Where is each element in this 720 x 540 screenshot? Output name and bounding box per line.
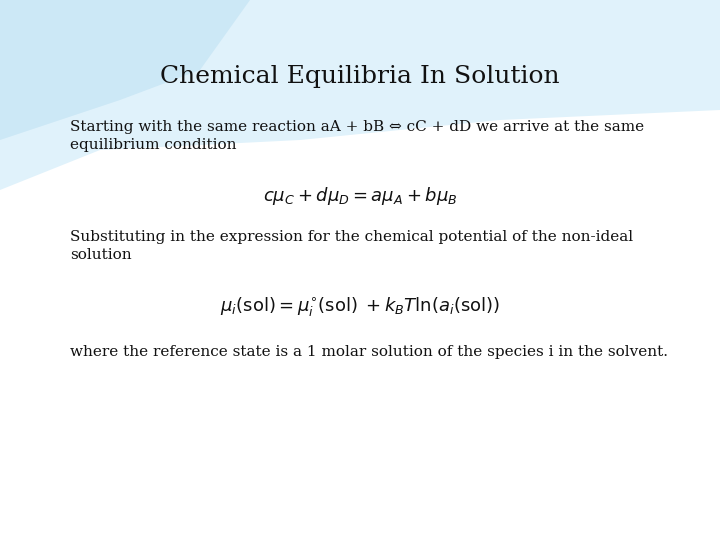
Polygon shape xyxy=(0,0,720,190)
Text: $\mu_i(\mathrm{sol}) = \mu_i^{\circ}(\mathrm{sol})\; + k_B T\ln(a_i(\mathrm{sol}: $\mu_i(\mathrm{sol}) = \mu_i^{\circ}(\ma… xyxy=(220,295,500,318)
Text: solution: solution xyxy=(70,248,132,262)
Text: $c\mu_C + d\mu_D = a\mu_A + b\mu_B$: $c\mu_C + d\mu_D = a\mu_A + b\mu_B$ xyxy=(263,185,457,207)
Text: Chemical Equilibria In Solution: Chemical Equilibria In Solution xyxy=(160,65,560,88)
Text: Substituting in the expression for the chemical potential of the non-ideal: Substituting in the expression for the c… xyxy=(70,230,633,244)
Text: where the reference state is a 1 molar solution of the species i in the solvent.: where the reference state is a 1 molar s… xyxy=(70,345,668,359)
Text: Starting with the same reaction aA + bB ⇔ cC + dD we arrive at the same: Starting with the same reaction aA + bB … xyxy=(70,120,644,134)
Text: equilibrium condition: equilibrium condition xyxy=(70,138,236,152)
Polygon shape xyxy=(0,0,250,140)
